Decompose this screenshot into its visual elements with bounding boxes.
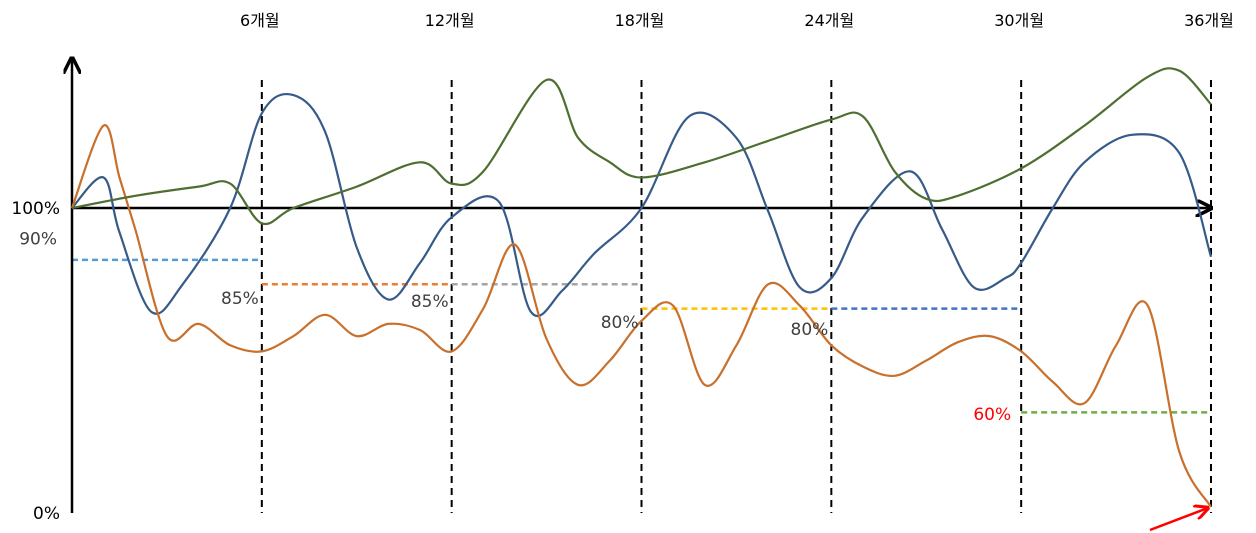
- red-arrow-line: [1149, 508, 1208, 532]
- y-tick-label: 0%: [33, 504, 60, 524]
- period-divider-lines: [260, 80, 1212, 513]
- series-lines: [70, 67, 1213, 508]
- series-line-1: [70, 124, 1212, 508]
- y-tick-label: 100%: [11, 199, 60, 219]
- x-tick-label: 18개월: [615, 11, 665, 30]
- threshold-label: 85%: [411, 292, 449, 312]
- threshold-label: 85%: [221, 289, 259, 309]
- threshold-label: 80%: [601, 313, 639, 333]
- threshold-label: 80%: [791, 320, 829, 340]
- series-line-0: [71, 92, 1213, 318]
- x-tick-label: 6개월: [240, 11, 280, 30]
- x-tick-label: 36개월: [1184, 11, 1234, 30]
- series-line-2: [71, 67, 1212, 226]
- threshold-label: 60%: [973, 405, 1011, 425]
- x-tick-label: 12개월: [425, 11, 475, 30]
- x-tick-label: 30개월: [994, 11, 1044, 30]
- threshold-lines: [72, 258, 1211, 414]
- red-arrow-icon: [1149, 508, 1208, 532]
- x-tick-label: 24개월: [804, 11, 854, 30]
- labels: 6개월 12개월 18개월 24개월 30개월 36개월 100% 90% 0% 85% 85% 80…: [11, 11, 1234, 524]
- y-tick-label: 90%: [19, 230, 57, 250]
